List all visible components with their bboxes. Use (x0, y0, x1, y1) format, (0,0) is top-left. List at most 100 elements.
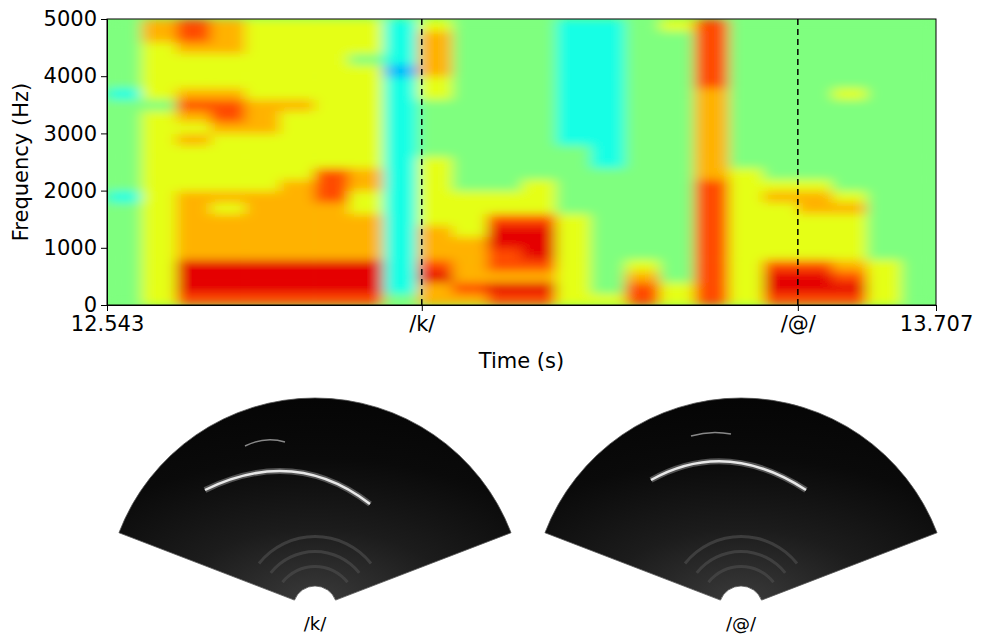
spectrogram-cell (763, 99, 798, 111)
spectrogram-cell (245, 122, 280, 134)
spectrogram-cell (591, 225, 626, 237)
spectrogram-cell (625, 111, 660, 123)
spectrogram-cell (729, 76, 764, 88)
tick-mark (101, 133, 107, 134)
spectrogram-cell (452, 76, 487, 88)
spectrogram-cell (314, 88, 349, 100)
x-axis: 12.543/k//@/13.707 (71, 305, 973, 336)
spectrogram-cell (798, 88, 833, 100)
spectrogram-cell (556, 145, 591, 157)
spectrogram-cell (487, 294, 522, 305)
spectrogram-cell (349, 99, 384, 111)
spectrogram-cell (556, 236, 591, 248)
spectrogram-cell (383, 133, 418, 145)
spectrogram-cell (487, 42, 522, 54)
spectrogram-cell (694, 88, 729, 100)
spectrogram-cell (522, 53, 557, 65)
tongue-glow (651, 461, 806, 490)
tick: /@/ (781, 305, 817, 336)
spectrogram-cell (729, 294, 764, 305)
spectrogram-cell (349, 191, 384, 203)
spectrogram-cell (211, 42, 246, 54)
spectrogram-cell (280, 294, 315, 305)
spectrogram-cell (142, 145, 177, 157)
spectrogram-cell (729, 225, 764, 237)
spectrogram-cell (798, 213, 833, 225)
spectrogram-cell (901, 76, 936, 88)
x-axis-title: Time (s) (478, 349, 564, 373)
spectrogram-cell (418, 53, 453, 65)
spectrogram-cell (660, 236, 695, 248)
spectrogram-cell (625, 225, 660, 237)
tick-label: /@/ (781, 312, 817, 336)
spectrogram-cell (832, 248, 867, 260)
spectrogram-cell (487, 99, 522, 111)
spectrogram (107, 19, 936, 305)
spectrogram-cell (418, 65, 453, 77)
palate-echo (691, 432, 731, 436)
spectrogram-cell (729, 259, 764, 271)
spectrogram-cell (314, 236, 349, 248)
tick: 4000 (44, 64, 107, 88)
spectrogram-cell (211, 122, 246, 134)
spectrogram-cell (245, 65, 280, 77)
spectrogram-cell (487, 76, 522, 88)
spectrogram-cell (591, 271, 626, 283)
spectrogram-cell (591, 168, 626, 180)
spectrogram-cell (176, 111, 211, 123)
spectrogram-cell (832, 53, 867, 65)
spectrogram-cell (901, 168, 936, 180)
spectrogram-cell (694, 99, 729, 111)
axis-line (108, 306, 937, 312)
spectrogram-cell (832, 191, 867, 203)
spectrogram-cell (314, 65, 349, 77)
spectrogram-cell (625, 282, 660, 294)
ultrasound-texture (258, 535, 372, 564)
spectrogram-cell (522, 168, 557, 180)
tick-label: 0 (84, 293, 97, 317)
spectrogram-cell (556, 259, 591, 271)
spectrogram-cell (383, 259, 418, 271)
spectrogram-cell (142, 259, 177, 271)
spectrogram-cell (383, 145, 418, 157)
spectrogram-cell (487, 282, 522, 294)
spectrogram-cell (763, 76, 798, 88)
spectrogram-cell (867, 202, 902, 214)
spectrogram-cell (556, 225, 591, 237)
spectrogram-cell (832, 225, 867, 237)
spectrogram-cell (763, 179, 798, 191)
spectrogram-cell (660, 133, 695, 145)
spectrogram-cell (522, 294, 557, 305)
spectrogram-cell (383, 53, 418, 65)
spectrogram-cell (280, 179, 315, 191)
spectrogram-cell (867, 236, 902, 248)
spectrogram-cell (314, 122, 349, 134)
spectrogram-cell (349, 294, 384, 305)
spectrogram-cell (211, 111, 246, 123)
spectrogram-cell (452, 271, 487, 283)
spectrogram-cell (487, 122, 522, 134)
spectrogram-cell (245, 145, 280, 157)
spectrogram-cell (418, 156, 453, 168)
spectrogram-cell (660, 122, 695, 134)
spectrogram-cell (867, 111, 902, 123)
spectrogram-cell (418, 19, 453, 31)
spectrogram-cell (660, 248, 695, 260)
spectrogram-cell (660, 88, 695, 100)
spectrogram-cell (867, 168, 902, 180)
spectrogram-cell (349, 133, 384, 145)
spectrogram-cell (832, 168, 867, 180)
spectrogram-cell (901, 30, 936, 42)
spectrogram-cell (729, 271, 764, 283)
spectrogram-cell (245, 53, 280, 65)
spectrogram-cell (211, 168, 246, 180)
spectrogram-cell (798, 19, 833, 31)
spectrogram-cell (211, 191, 246, 203)
spectrogram-cell (591, 179, 626, 191)
spectrogram-cell (280, 271, 315, 283)
spectrogram-cell (142, 156, 177, 168)
spectrogram-cell (245, 213, 280, 225)
spectrogram-cell (418, 30, 453, 42)
plot-background (107, 19, 936, 305)
tick-mark (101, 305, 107, 306)
